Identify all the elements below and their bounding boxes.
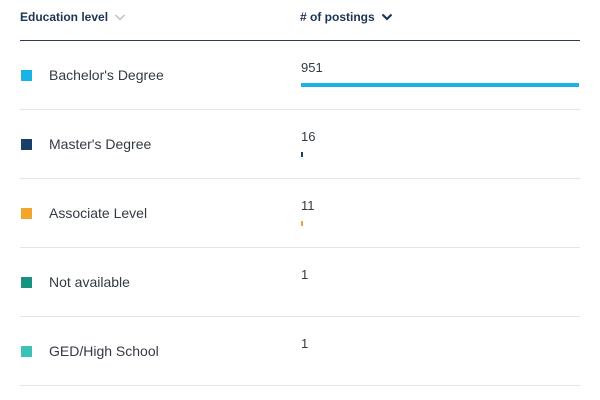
legend-swatch (21, 277, 32, 288)
table-body: Bachelor's Degree 951 Master's Degree 16… (20, 41, 580, 386)
legend-swatch (21, 70, 32, 81)
postings-count: 11 (301, 198, 315, 213)
table-header: Education level # of postings (20, 0, 580, 41)
legend-swatch (21, 139, 32, 150)
education-level-label: Associate Level (49, 205, 148, 221)
postings-count: 16 (301, 129, 316, 144)
legend-swatch (21, 208, 32, 219)
postings-bar (301, 83, 579, 87)
postings-header-label: # of postings (300, 10, 375, 24)
chevron-down-icon (115, 14, 126, 21)
education-level-label: GED/High School (49, 343, 159, 359)
chevron-down-icon (381, 13, 392, 21)
table-row: Associate Level 11 (20, 179, 580, 248)
table-row: Master's Degree 16 (20, 110, 580, 179)
education-level-label: Bachelor's Degree (49, 67, 164, 83)
postings-column-header[interactable]: # of postings (300, 10, 393, 24)
table-row: Bachelor's Degree 951 (20, 41, 580, 110)
education-level-column-header[interactable]: Education level (20, 10, 126, 24)
legend-swatch (21, 346, 32, 357)
education-level-label: Master's Degree (49, 136, 152, 152)
table-row: Not available 1 (20, 248, 580, 317)
postings-bar (301, 152, 303, 157)
table-row: GED/High School 1 (20, 317, 580, 386)
postings-bar (301, 221, 303, 226)
education-postings-table: Education level # of postings Bachelor's… (20, 0, 580, 386)
postings-count: 1 (301, 336, 309, 351)
education-level-header-label: Education level (20, 10, 109, 24)
postings-count: 951 (301, 60, 323, 75)
postings-count: 1 (301, 267, 309, 282)
education-level-label: Not available (49, 274, 130, 290)
